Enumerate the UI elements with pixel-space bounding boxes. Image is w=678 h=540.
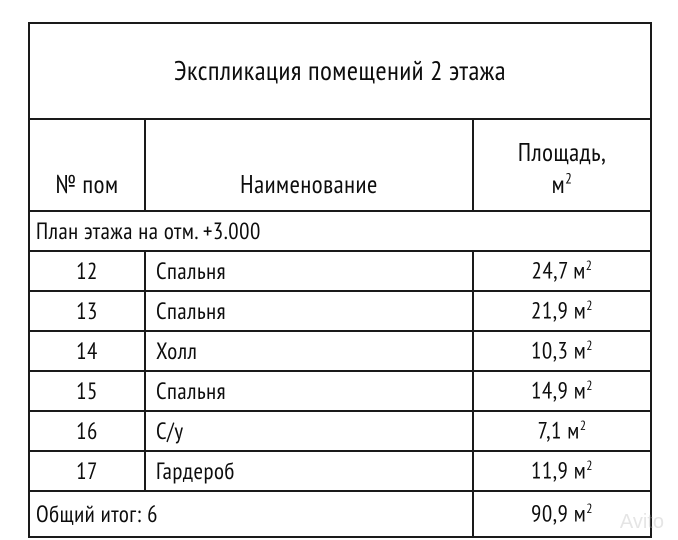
cell-num: 14 [29, 331, 145, 371]
cell-area-value: 14,9 [531, 377, 568, 406]
cell-name: Спальня [145, 251, 473, 291]
cell-area-unit-base: м [574, 337, 587, 366]
cell-area-unit-exp: 2 [586, 256, 593, 274]
header-num: № пом [29, 119, 145, 211]
cell-area-unit-exp: 2 [586, 296, 593, 314]
watermark: Avito [620, 511, 664, 534]
cell-area-unit-base: м [574, 377, 587, 406]
cell-area-value: 7,1 [537, 417, 561, 446]
cell-area-value: 21,9 [531, 297, 568, 326]
cell-area: 11,9 м2 [473, 451, 651, 491]
cell-area: 24,7 м2 [473, 251, 651, 291]
cell-area-unit-exp: 2 [586, 376, 593, 394]
table-row: 16С/у7,1 м2 [29, 411, 651, 451]
cell-name: Спальня [145, 291, 473, 331]
cell-area-unit-exp: 2 [580, 416, 587, 434]
cell-num: 15 [29, 371, 145, 411]
cell-area-value: 10,3 [531, 337, 568, 366]
title-row: Экспликация помещений 2 этажа [29, 23, 651, 119]
total-area-value: 90,9 [531, 500, 568, 529]
cell-area-unit-base: м [573, 257, 586, 286]
section-row: План этажа на отм. +3.000 [29, 211, 651, 251]
table-row: 13Спальня21,9 м2 [29, 291, 651, 331]
section-header: План этажа на отм. +3.000 [29, 211, 651, 251]
cell-area: 14,9 м2 [473, 371, 651, 411]
explication-table: Экспликация помещений 2 этажа № пом Наим… [28, 22, 652, 538]
header-name: Наименование [145, 119, 473, 211]
total-row: Общий итог: 6 90,9 м2 [29, 491, 651, 537]
header-row: № пом Наименование Площадь, м2 [29, 119, 651, 211]
table-row: 14Холл10,3 м2 [29, 331, 651, 371]
table-row: 15Спальня14,9 м2 [29, 371, 651, 411]
cell-name: Холл [145, 331, 473, 371]
cell-area-value: 24,7 [532, 257, 568, 286]
explication-table-wrap: Экспликация помещений 2 этажа № пом Наим… [28, 22, 650, 538]
cell-name: Спальня [145, 371, 473, 411]
cell-area: 21,9 м2 [473, 291, 651, 331]
cell-area-unit-base: м [567, 417, 580, 446]
cell-area: 7,1 м2 [473, 411, 651, 451]
cell-name: Гардероб [145, 451, 473, 491]
total-area-unit-base: м [574, 500, 587, 529]
table-title: Экспликация помещений 2 этажа [29, 23, 651, 119]
cell-num: 17 [29, 451, 145, 491]
cell-num: 16 [29, 411, 145, 451]
header-area-label: Площадь, [518, 136, 606, 168]
cell-num: 13 [29, 291, 145, 331]
cell-area-unit-exp: 2 [586, 456, 593, 474]
header-area-unit-exp: 2 [565, 170, 572, 189]
cell-area: 10,3 м2 [473, 331, 651, 371]
page-sheet: Экспликация помещений 2 этажа № пом Наим… [0, 0, 678, 540]
total-area-unit-exp: 2 [586, 499, 593, 517]
table-row: 17Гардероб11,9 м2 [29, 451, 651, 491]
cell-area-value: 11,9 [531, 457, 568, 486]
cell-area-unit-base: м [574, 457, 587, 486]
header-area-unit-base: м [552, 168, 566, 200]
cell-num: 12 [29, 251, 145, 291]
total-label: Общий итог: 6 [29, 491, 473, 537]
table-row: 12Спальня24,7 м2 [29, 251, 651, 291]
cell-name: С/у [145, 411, 473, 451]
cell-area-unit-base: м [574, 297, 587, 326]
cell-area-unit-exp: 2 [586, 336, 593, 354]
header-area: Площадь, м2 [473, 119, 651, 211]
